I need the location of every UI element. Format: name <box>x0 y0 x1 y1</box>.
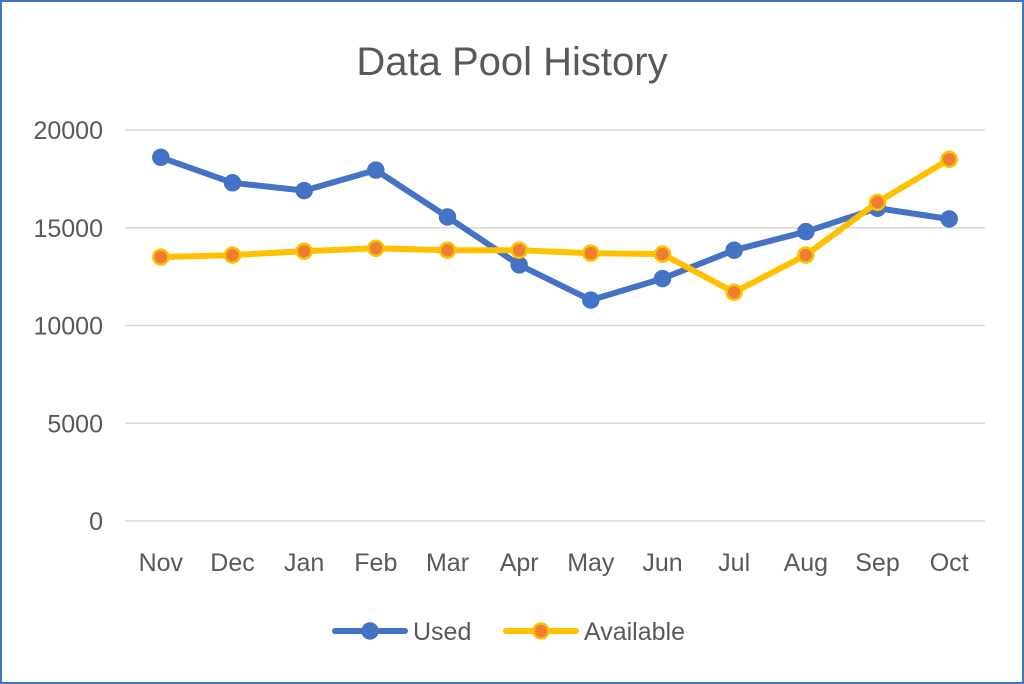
data-point-available <box>940 150 958 169</box>
data-point-used <box>438 208 457 226</box>
y-tick-label: 15000 <box>33 215 103 243</box>
data-point-available <box>367 239 385 258</box>
series-line-used <box>157 154 953 304</box>
data-point-used <box>152 148 170 167</box>
data-point-available <box>725 283 743 302</box>
y-tick-label: 10000 <box>33 313 103 341</box>
x-tick-label: Nov <box>139 549 184 577</box>
x-tick-label: May <box>567 549 615 577</box>
legend-item-available: Available <box>503 618 685 646</box>
data-point-available <box>438 241 457 259</box>
data-point-available <box>582 244 600 262</box>
data-point-available <box>510 241 528 259</box>
y-tick-label: 5000 <box>47 410 103 438</box>
x-tick-label: Oct <box>930 549 969 577</box>
y-tick-label: 20000 <box>33 117 103 145</box>
legend-label: Available <box>584 618 685 646</box>
data-point-available <box>797 246 815 264</box>
data-point-used <box>653 269 672 288</box>
data-point-used <box>940 210 958 228</box>
x-tick-label: Apr <box>500 549 539 577</box>
data-point-used <box>223 174 242 192</box>
legend-marker <box>532 622 550 640</box>
x-tick-label: Aug <box>784 549 828 577</box>
x-tick-label: Sep <box>855 549 899 577</box>
legend-item-used: Used <box>332 618 471 646</box>
data-point-available <box>868 193 887 212</box>
data-point-used <box>510 256 528 274</box>
data-point-used <box>295 181 313 200</box>
series-layer <box>152 148 958 309</box>
y-tick-label: 0 <box>89 508 103 536</box>
x-tick-label: Feb <box>354 549 397 577</box>
legend-label: Used <box>413 618 471 646</box>
gridlines <box>125 129 985 522</box>
x-axis-tick-labels: Nov Dec Jan Feb Mar Apr May Jun Jul Aug Sep Oct <box>139 549 969 577</box>
data-point-used <box>367 161 385 179</box>
legend-marker <box>361 622 379 640</box>
data-point-available <box>152 248 170 266</box>
series-line-available <box>157 156 953 296</box>
x-tick-label: Jan <box>284 549 324 577</box>
data-point-used <box>582 291 600 309</box>
data-point-used <box>725 241 743 259</box>
x-tick-label: Jun <box>642 549 682 577</box>
x-tick-label: Mar <box>426 549 469 577</box>
legend: Used Available <box>332 618 685 646</box>
data-point-available <box>653 245 672 263</box>
data-point-available <box>223 246 242 264</box>
y-axis-tick-labels: 0 5000 10000 15000 20000 <box>33 117 103 536</box>
chart-title: Data Pool History <box>356 40 667 84</box>
data-point-used <box>797 222 815 241</box>
data-point-available <box>295 242 313 260</box>
x-tick-label: Dec <box>210 549 254 577</box>
x-tick-label: Jul <box>718 549 750 577</box>
